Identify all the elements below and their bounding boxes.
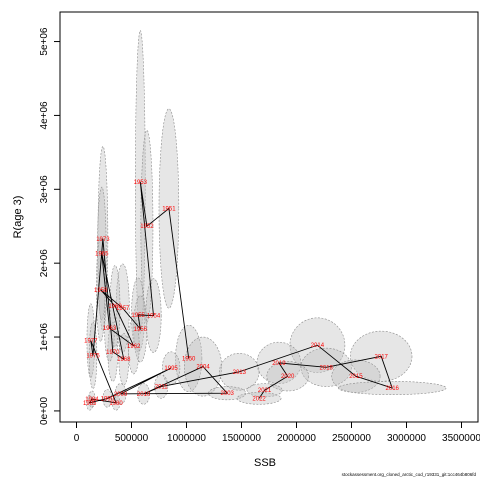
trajectory-line (88, 181, 393, 404)
year-label-1984: 1984 (85, 397, 99, 403)
year-label-1973: 1973 (96, 237, 110, 243)
year-label-2015: 2015 (349, 374, 363, 380)
y-tick-label: 1e+06 (39, 323, 50, 352)
year-label-2010: 2010 (137, 392, 151, 398)
x-tick-label: 2500000 (332, 433, 371, 444)
y-axis-title: R(age 3) (12, 196, 24, 239)
x-tick-label: 500000 (115, 433, 149, 444)
x-tick-label: 0 (74, 433, 80, 444)
year-label-1980: 1980 (109, 401, 123, 407)
year-label-1954: 1954 (147, 314, 161, 320)
year-label-1962: 1962 (127, 344, 141, 350)
year-label-1960: 1960 (108, 304, 122, 310)
year-label-1958: 1958 (94, 288, 108, 294)
year-label-2016: 2016 (386, 386, 400, 392)
year-label-1953: 1953 (134, 180, 148, 186)
x-tick-label: 3500000 (442, 433, 480, 444)
trajectory-line-layer (88, 181, 393, 404)
x-axis: 0 500000 1000000 1500000 2000000 2500000 30000… (74, 421, 480, 444)
y-tick-label: 5e+06 (39, 27, 50, 56)
year-label-1990: 1990 (101, 396, 115, 402)
year-label-1956: 1956 (134, 327, 148, 333)
year-label-2011: 2011 (155, 385, 169, 391)
year-label-1977: 1977 (84, 339, 98, 345)
year-label-1968: 1968 (117, 357, 131, 363)
x-tick-label: 2000000 (277, 433, 316, 444)
year-label-2017: 2017 (375, 354, 389, 360)
year-label-1951: 1951 (162, 207, 176, 213)
year-label-1995: 1995 (164, 366, 178, 372)
year-label-1963: 1963 (103, 326, 117, 332)
year-label-2021: 2021 (258, 388, 272, 394)
y-tick-label: 4e+06 (39, 101, 50, 130)
year-label-1985: 1985 (83, 401, 97, 407)
year-label-2004: 2004 (196, 365, 210, 371)
footnote: stockassessment.org_cloned_arctic_cod_r1… (342, 472, 477, 477)
year-label-2000: 2000 (114, 392, 128, 398)
year-label-2022: 2022 (252, 396, 266, 402)
y-tick-label: 2e+06 (39, 249, 50, 278)
year-label-1975: 1975 (86, 354, 100, 360)
year-label-1957: 1957 (116, 306, 130, 312)
year-label-1950: 1950 (182, 356, 196, 362)
year-label-1970: 1970 (106, 350, 120, 356)
year-label-1965: 1965 (95, 252, 109, 258)
year-label-1955: 1955 (131, 313, 145, 319)
y-axis: 0e+00 1e+06 2e+06 3e+06 4e+06 5e+06 (39, 27, 61, 425)
y-tick-label: 0e+00 (39, 396, 50, 425)
year-label-1952: 1952 (140, 224, 154, 230)
year-label-2019: 2019 (272, 361, 286, 367)
x-tick-label: 1000000 (167, 433, 206, 444)
year-label-2020: 2020 (281, 374, 295, 380)
confidence-ellipse-1995 (162, 351, 181, 385)
year-label-2003: 2003 (221, 391, 235, 397)
year-label-2018: 2018 (320, 365, 334, 371)
x-axis-title: SSB (254, 457, 276, 469)
x-tick-label: 3000000 (387, 433, 426, 444)
year-label-2013: 2013 (233, 370, 247, 376)
ellipses-layer (86, 30, 447, 411)
x-tick-label: 1500000 (222, 433, 261, 444)
year-label-2014: 2014 (311, 343, 325, 349)
y-tick-label: 3e+06 (39, 175, 50, 204)
